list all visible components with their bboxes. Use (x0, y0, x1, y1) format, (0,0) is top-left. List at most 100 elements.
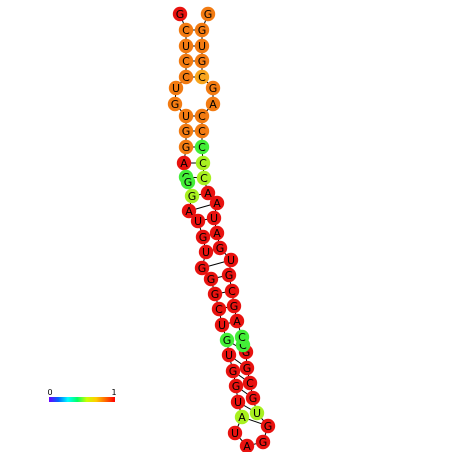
nucleotide: G (194, 22, 210, 38)
nucleotide-circle (234, 409, 250, 425)
nucleotide-circle (167, 96, 183, 112)
nucleotide-letter: G (207, 273, 216, 286)
nucleotide-circle (178, 108, 194, 124)
nucleotide-letter: G (264, 420, 273, 433)
nucleotide-circle (205, 96, 221, 112)
nucleotide-letter: U (253, 407, 261, 420)
nucleotide: G (260, 418, 276, 434)
nucleotide-circle (195, 229, 211, 245)
nucleotide: U (221, 347, 237, 363)
nucleotide: U (223, 252, 239, 268)
nucleotide-letter: A (213, 197, 221, 210)
nucleotide-letter: G (230, 300, 239, 313)
nucleotide: G (212, 240, 228, 256)
nucleotide-circle (242, 375, 258, 391)
nucleotide-circle (211, 301, 227, 317)
nucleotide-circle (184, 188, 200, 204)
nucleotide-circle (224, 283, 240, 299)
nucleotide-circle (194, 53, 210, 69)
nucleotide: A (176, 155, 192, 171)
nucleotide-letter: G (249, 392, 258, 405)
nucleotide: G (255, 434, 271, 450)
nucleotide-circle (194, 260, 210, 276)
nucleotide: G (200, 6, 216, 22)
nucleotide-letter: G (229, 365, 238, 378)
nucleotide-letter: C (200, 172, 208, 185)
nucleotide-letter: U (210, 212, 218, 225)
nucleotide-letter: U (182, 110, 190, 123)
nucleotide-letter: U (182, 40, 190, 53)
nucleotide-letter: G (198, 262, 207, 275)
nucleotide-letter: G (204, 8, 213, 21)
nucleotide-letter: G (242, 346, 251, 359)
nucleotide: G (180, 174, 196, 190)
nucleotide: G (205, 80, 221, 96)
nucleotide-circle (221, 347, 237, 363)
nucleotide: G (172, 6, 188, 22)
nucleotide-letter: G (198, 55, 207, 68)
nucleotide: G (203, 271, 219, 287)
nucleotide-letter: G (225, 269, 234, 282)
color-scale-bar (49, 397, 115, 402)
nucleotide-circle (230, 394, 246, 410)
nucleotide: G (219, 332, 235, 348)
nucleotide-circle (219, 332, 235, 348)
nucleotide: C (194, 108, 210, 124)
nucleotide-letter: C (182, 71, 190, 84)
nucleotide: G (167, 96, 183, 112)
nucleotide-letter: C (246, 377, 254, 390)
nucleotide-letter: U (194, 215, 202, 228)
nucleotide-circle (178, 123, 194, 139)
nucleotide: C (178, 69, 194, 85)
nucleotide-letter: U (218, 319, 226, 332)
nucleotide: U (178, 38, 194, 54)
nucleotide: C (194, 139, 210, 155)
nucleotide-letter: C (182, 55, 190, 68)
nucleotide: G (194, 260, 210, 276)
nucleotide-circle (194, 38, 210, 54)
nucleotides: GCUCCUGUGGAGGGAUGUGGGCUGUGGUAUAGGUGCGGCC… (167, 6, 276, 452)
nucleotide-circle (178, 139, 194, 155)
nucleotide-circle (207, 286, 223, 302)
nucleotide-letter: A (180, 157, 188, 170)
nucleotide: G (195, 229, 211, 245)
nucleotide-letter: C (198, 110, 206, 123)
nucleotide-circle (178, 69, 194, 85)
nucleotide-letter: G (171, 98, 180, 111)
nucleotide: C (242, 375, 258, 391)
nucleotide: U (206, 210, 222, 226)
nucleotide-letter: G (199, 231, 208, 244)
nucleotide: G (226, 298, 242, 314)
nucleotide-letter: G (211, 288, 220, 301)
nucleotide-circle (194, 69, 210, 85)
nucleotide-letter: C (239, 339, 247, 352)
nucleotide-letter: U (227, 254, 235, 267)
nucleotide-letter: A (204, 187, 212, 200)
nucleotide: G (194, 53, 210, 69)
nucleotide: A (234, 409, 250, 425)
nucleotide: C (195, 155, 211, 171)
nucleotide: U (194, 38, 210, 54)
nucleotide: A (181, 203, 197, 219)
nucleotide-letter: A (233, 315, 241, 328)
nucleotide-letter: U (198, 40, 206, 53)
nucleotide-circle (227, 425, 243, 441)
nucleotide-circle (195, 155, 211, 171)
nucleotide-circle (194, 22, 210, 38)
nucleotide: A (200, 185, 216, 201)
nucleotide: G (245, 390, 261, 406)
nucleotide: A (239, 438, 255, 452)
nucleotide-letter: G (182, 125, 191, 138)
nucleotide: A (205, 96, 221, 112)
nucleotide-circle (196, 170, 212, 186)
nucleotide: G (178, 123, 194, 139)
scale-min-label: 0 (47, 388, 52, 397)
nucleotide: C (234, 329, 250, 345)
nucleotide-letter: C (198, 71, 206, 84)
nucleotide-letter: A (209, 98, 217, 111)
nucleotide-letter: U (172, 82, 180, 95)
nucleotide-circle (260, 418, 276, 434)
nucleotide-letter: C (228, 285, 236, 298)
nucleotide-letter: U (202, 246, 210, 259)
